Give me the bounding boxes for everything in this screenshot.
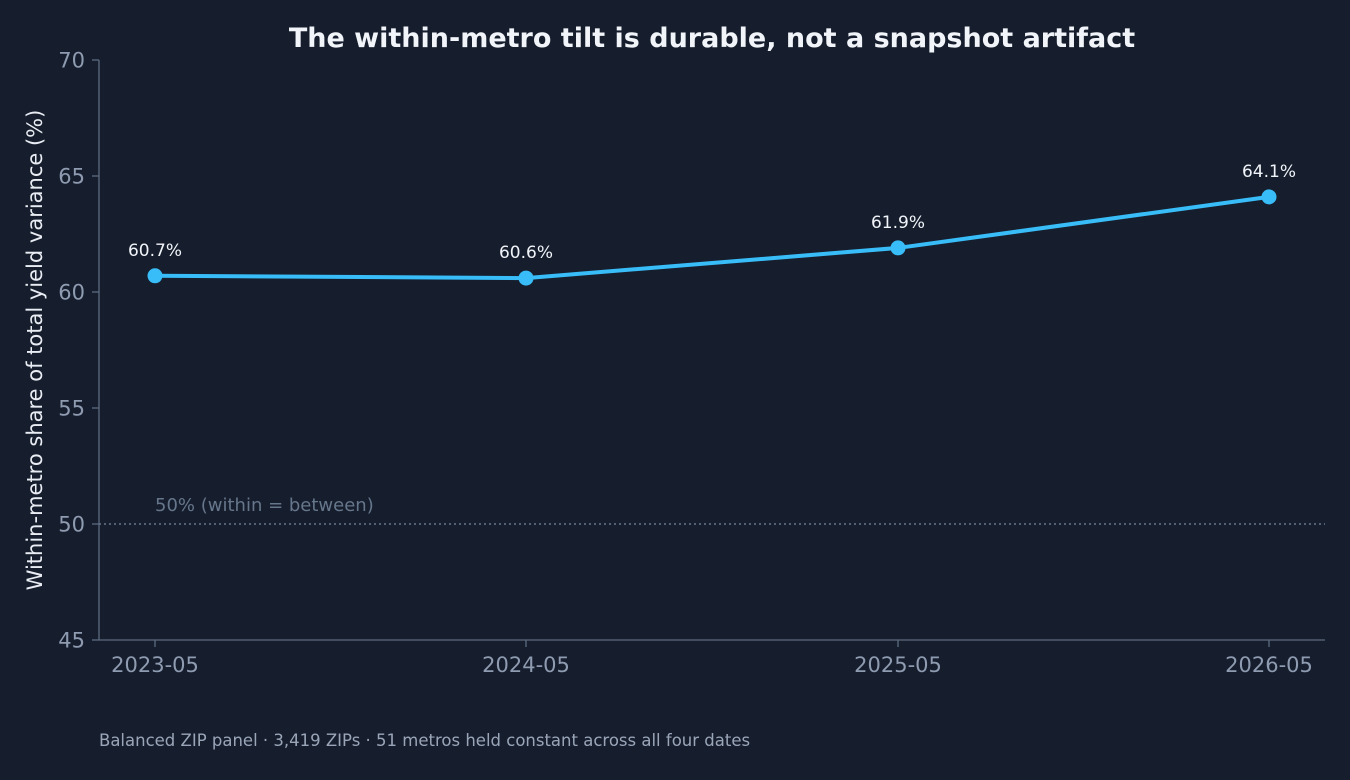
footnote: Balanced ZIP panel · 3,419 ZIPs · 51 met… [99,731,750,750]
data-point [1261,189,1277,205]
chart-title: The within-metro tilt is durable, not a … [289,23,1135,54]
data-label: 60.6% [499,243,553,263]
x-tick-label: 2025-05 [854,653,942,677]
data-point [147,268,163,284]
y-tick-label: 60 [58,281,85,305]
series-group: 60.7% 60.6% 61.9% 64.1% [128,162,1296,286]
x-tick-label: 2026-05 [1225,653,1313,677]
series-line [153,194,1271,281]
y-tick-label: 65 [58,165,85,189]
y-axis: 45 50 55 60 65 70 [58,49,99,653]
y-tick-label: 45 [58,629,85,653]
data-point [518,270,534,286]
y-tick-label: 55 [58,397,85,421]
x-tick-label: 2024-05 [482,653,570,677]
reference-line-label: 50% (within = between) [155,495,374,516]
y-tick-label: 70 [58,49,85,73]
data-label: 64.1% [1242,162,1296,182]
data-label: 61.9% [871,213,925,233]
data-label: 60.7% [128,241,182,261]
x-axis: 2023-05 2024-05 2025-05 2026-05 [111,640,1313,677]
y-axis-label: Within-metro share of total yield varian… [23,110,47,591]
data-point [890,240,906,256]
x-tick-label: 2023-05 [111,653,199,677]
y-tick-label: 50 [58,513,85,537]
